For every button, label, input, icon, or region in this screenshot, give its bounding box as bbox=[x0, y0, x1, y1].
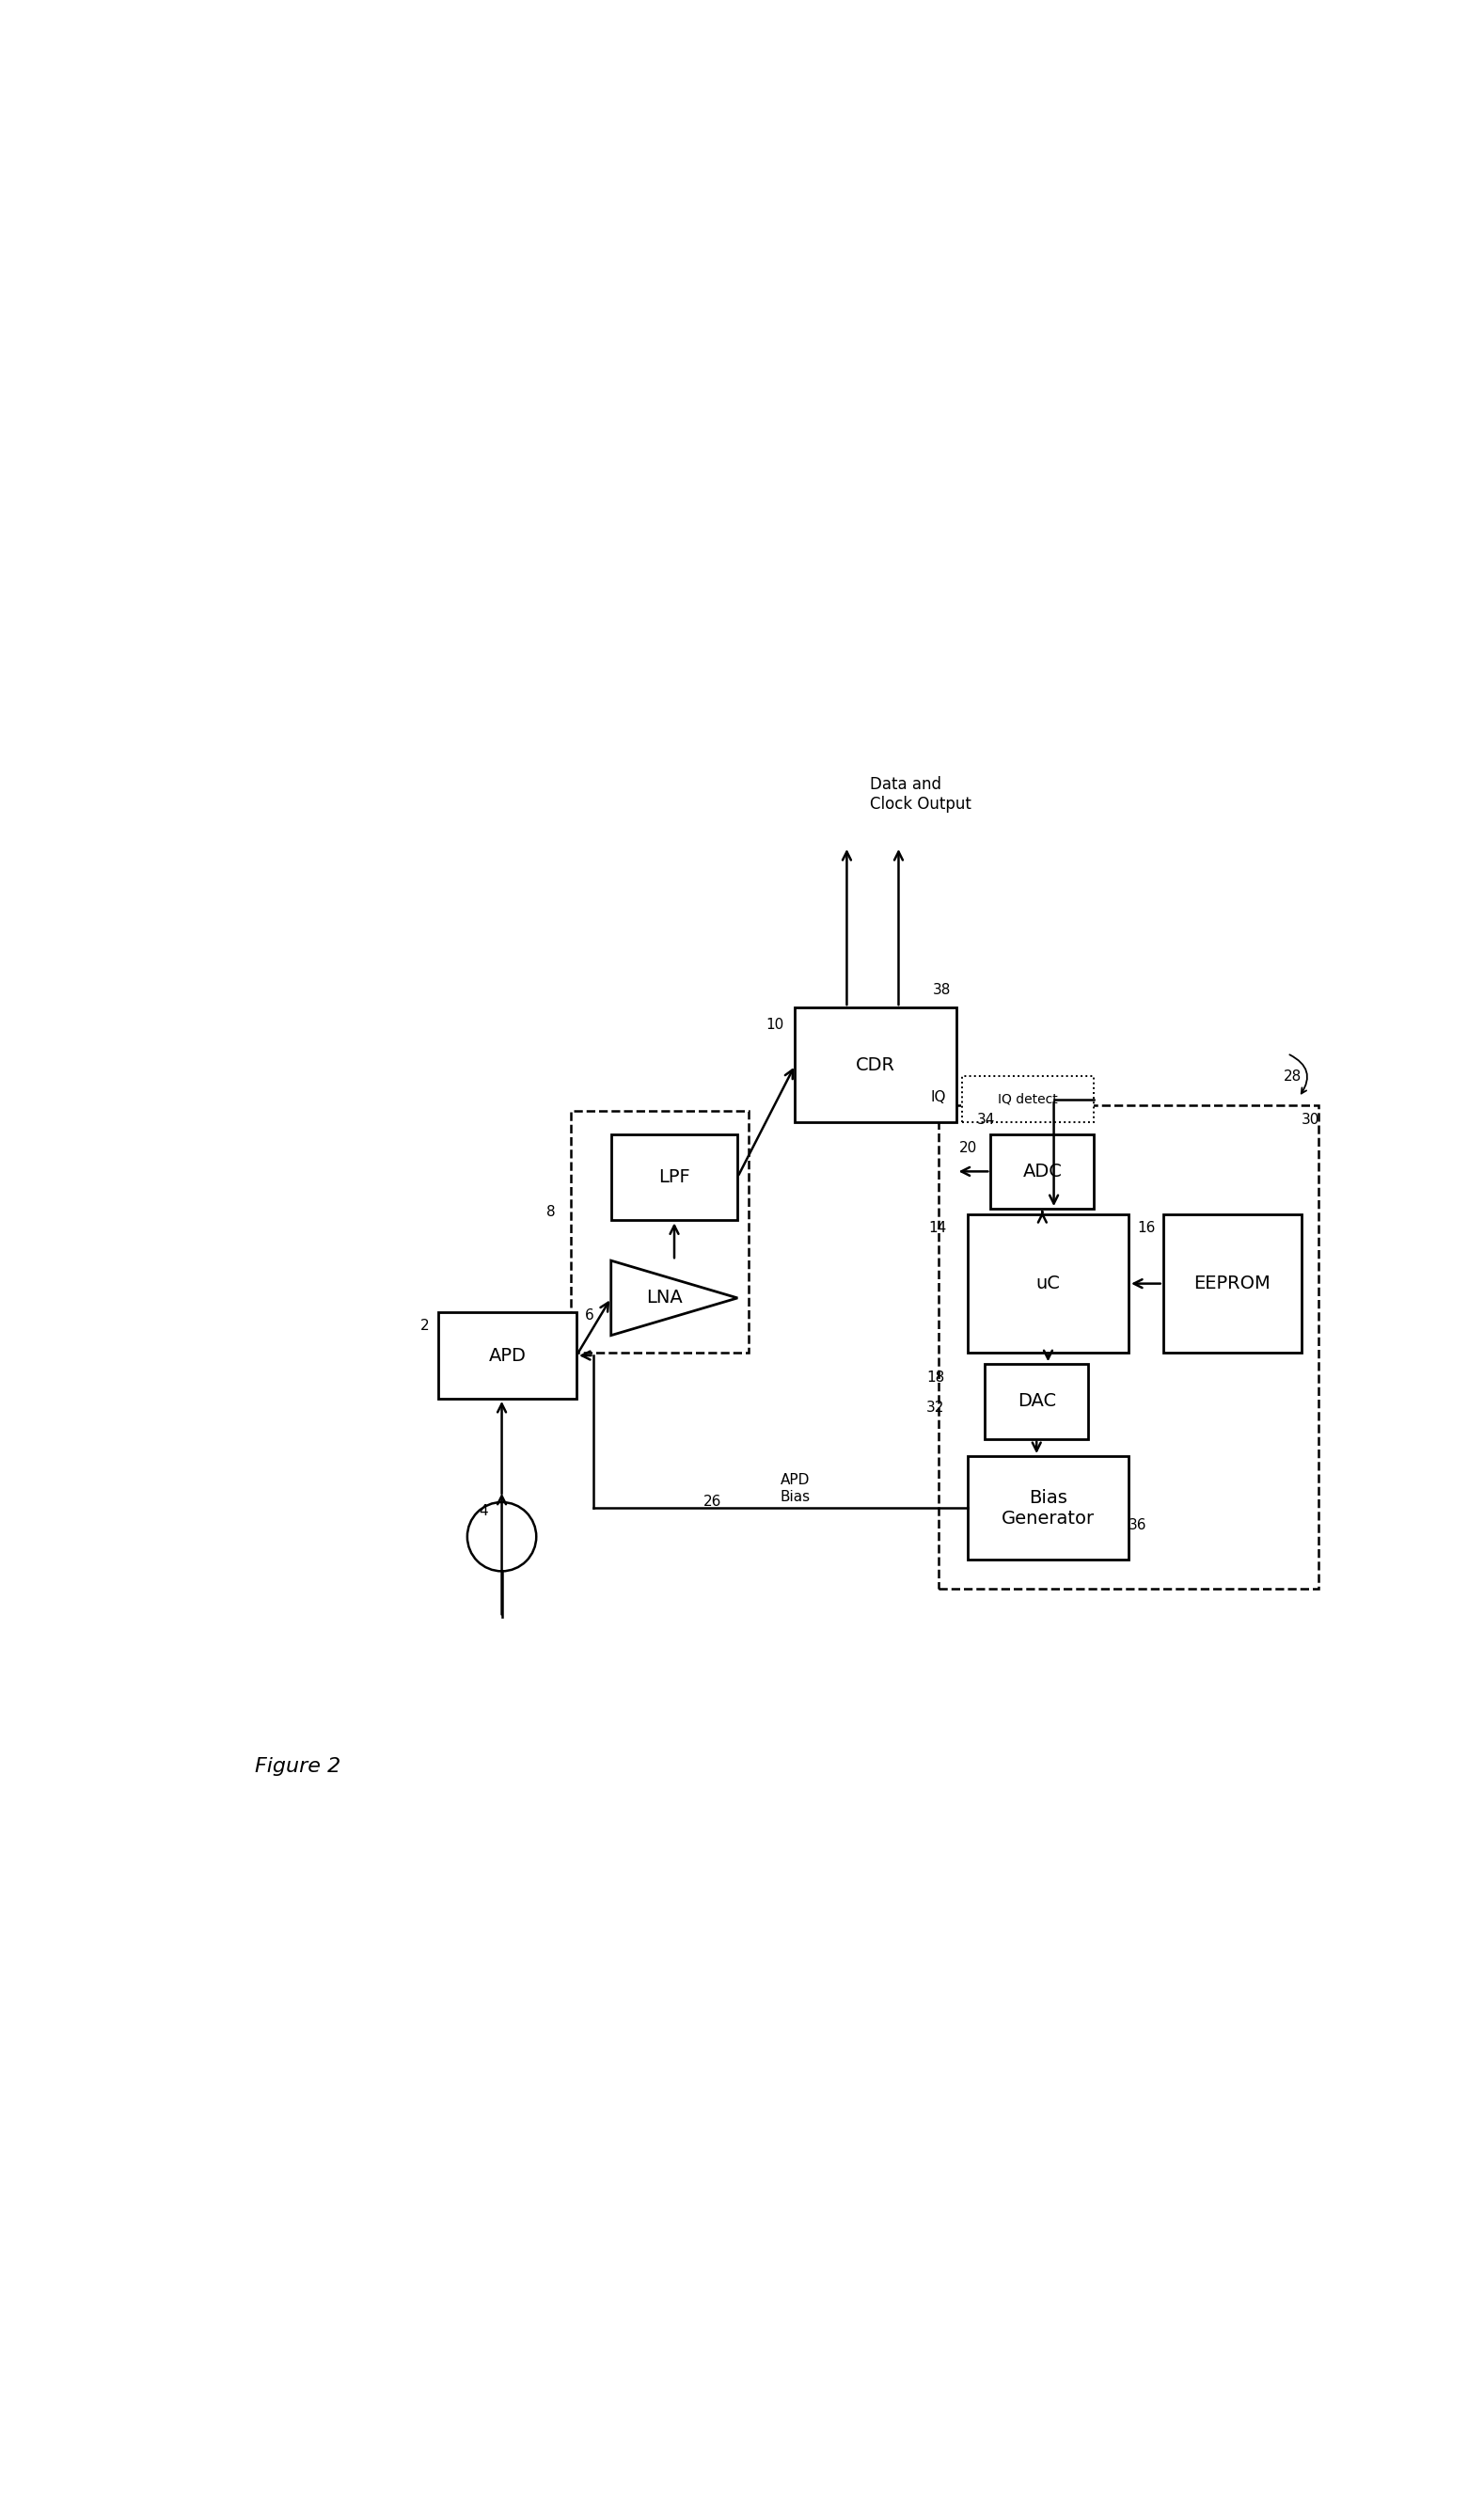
Text: Data and
Clock Output: Data and Clock Output bbox=[870, 776, 971, 814]
Text: 36: 36 bbox=[1128, 1519, 1147, 1532]
Text: 28: 28 bbox=[1284, 1071, 1301, 1083]
Bar bbox=[571, 1111, 749, 1353]
Text: LNA: LNA bbox=[646, 1290, 683, 1307]
Text: DAC: DAC bbox=[1017, 1393, 1057, 1411]
Bar bbox=[1163, 1214, 1301, 1353]
Text: 16: 16 bbox=[1137, 1222, 1155, 1234]
Bar bbox=[968, 1456, 1129, 1559]
Text: IQ: IQ bbox=[930, 1091, 947, 1103]
Text: 6: 6 bbox=[585, 1310, 594, 1322]
Text: Figure 2: Figure 2 bbox=[255, 1758, 340, 1776]
Text: 2: 2 bbox=[420, 1320, 429, 1333]
Text: 4: 4 bbox=[479, 1504, 488, 1519]
Bar bbox=[611, 1134, 738, 1219]
Text: APD: APD bbox=[488, 1348, 527, 1365]
Bar bbox=[439, 1312, 576, 1398]
Text: LPF: LPF bbox=[659, 1169, 690, 1186]
Text: 18: 18 bbox=[926, 1370, 944, 1385]
Text: APD
Bias: APD Bias bbox=[781, 1474, 810, 1504]
Text: 38: 38 bbox=[933, 982, 951, 998]
Bar bbox=[968, 1214, 1129, 1353]
Bar bbox=[991, 1134, 1094, 1209]
Text: 34: 34 bbox=[976, 1113, 994, 1129]
Bar bbox=[939, 1106, 1318, 1589]
Bar bbox=[962, 1076, 1094, 1123]
Text: Bias
Generator: Bias Generator bbox=[1002, 1489, 1095, 1527]
Text: 8: 8 bbox=[546, 1204, 556, 1219]
Text: 30: 30 bbox=[1301, 1113, 1319, 1129]
Text: ADC: ADC bbox=[1022, 1161, 1063, 1181]
Text: 26: 26 bbox=[703, 1496, 721, 1509]
Text: EEPROM: EEPROM bbox=[1193, 1275, 1270, 1292]
Text: 32: 32 bbox=[926, 1401, 944, 1416]
Text: 14: 14 bbox=[929, 1222, 947, 1234]
Text: 20: 20 bbox=[959, 1141, 976, 1154]
Bar bbox=[985, 1365, 1088, 1438]
Text: IQ detect: IQ detect bbox=[997, 1093, 1058, 1106]
Text: 10: 10 bbox=[766, 1018, 784, 1033]
Bar bbox=[795, 1008, 956, 1123]
Text: CDR: CDR bbox=[856, 1055, 895, 1073]
Text: uC: uC bbox=[1036, 1275, 1060, 1292]
